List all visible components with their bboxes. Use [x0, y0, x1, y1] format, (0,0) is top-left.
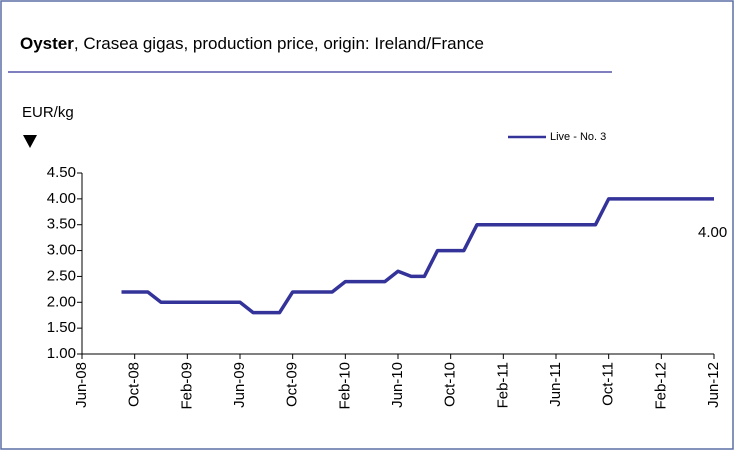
x-tick-label: Oct-10	[442, 362, 459, 407]
title-rest: , Crasea gigas, production price, origin…	[74, 34, 484, 53]
x-tick-label: Oct-09	[284, 362, 301, 407]
chart-title: Oyster, Crasea gigas, production price, …	[20, 34, 484, 53]
legend-label: Live - No. 3	[550, 131, 606, 143]
y-tick-label: 3.00	[47, 242, 76, 259]
y-tick-label: 4.50	[47, 164, 76, 181]
axis-arrow	[23, 135, 37, 148]
y-tick-label: 2.00	[47, 293, 76, 310]
y-tick-label: 2.50	[47, 267, 76, 284]
title-bold: Oyster	[20, 34, 74, 53]
y-tick-label: 1.50	[47, 319, 76, 336]
x-tick-label: Jun-12	[705, 362, 722, 408]
x-tick-label: Feb-11	[494, 362, 511, 408]
x-tick-label: Feb-09	[178, 362, 195, 410]
y-tick-label: 1.00	[47, 345, 76, 362]
y-axis-label: EUR/kg	[22, 104, 74, 121]
x-tick-label: Jun-10	[389, 362, 406, 408]
x-tick-label: Jun-08	[73, 362, 90, 408]
x-tick-label: Feb-12	[652, 362, 669, 410]
series-line	[121, 197, 714, 315]
x-tick-label: Oct-08	[126, 362, 143, 407]
y-tick-label: 3.50	[47, 216, 76, 233]
y-tick-label: 4.00	[47, 190, 76, 207]
x-tick-label: Oct-11	[600, 362, 617, 406]
x-tick-label: Jun-09	[231, 362, 248, 408]
x-tick-label: Feb-10	[336, 362, 353, 410]
x-tick-label: Jun-11	[547, 362, 564, 407]
data-label: 4.00	[698, 224, 727, 241]
